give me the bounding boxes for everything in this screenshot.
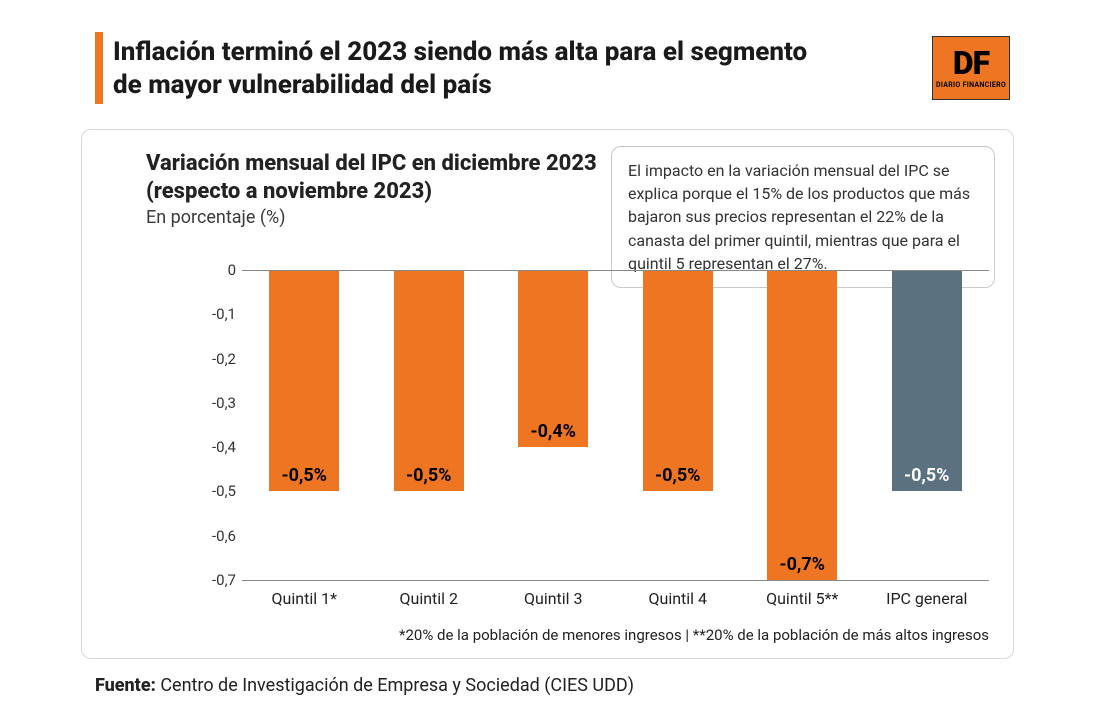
bar	[643, 270, 713, 491]
bar-value-label: -0,5%	[282, 465, 327, 486]
bar-slot: -0,7%Quintil 5**	[740, 270, 865, 580]
df-logo: DF DIARIO FINANCIERO	[932, 36, 1010, 100]
plot-area: -0,5%Quintil 1*-0,5%Quintil 2-0,4%Quinti…	[172, 270, 989, 580]
page-root: Inflación terminó el 2023 siendo más alt…	[0, 0, 1095, 720]
y-tick-label: -0,5	[192, 482, 236, 500]
title-wrap: Inflación terminó el 2023 siendo más alt…	[95, 36, 833, 101]
source-text: Centro de Investigación de Empresa y Soc…	[160, 675, 634, 696]
bar-value-label: -0,5%	[904, 465, 949, 486]
chart-info-box: El impacto en la variación mensual del I…	[611, 146, 995, 288]
bar-category-label: Quintil 5**	[766, 589, 838, 608]
y-tick-label: -0,6	[192, 527, 236, 545]
bar	[269, 270, 339, 491]
bar-value-label: -0,5%	[406, 465, 451, 486]
bar-category-label: Quintil 1*	[272, 589, 337, 608]
bar-category-label: Quintil 4	[648, 589, 707, 608]
source-row: Fuente: Centro de Investigación de Empre…	[95, 675, 1050, 696]
bar	[892, 270, 962, 491]
chart-title: Variación mensual del IPC en diciembre 2…	[146, 150, 626, 205]
df-logo-sub: DIARIO FINANCIERO	[936, 81, 1006, 89]
source-label: Fuente:	[95, 675, 156, 696]
bar-value-label: -0,7%	[780, 554, 825, 575]
bar	[394, 270, 464, 491]
y-tick-label: -0,4	[192, 438, 236, 456]
y-tick-label: 0	[192, 261, 236, 279]
y-tick-label: -0,1	[192, 305, 236, 323]
bar-slot: -0,5%Quintil 4	[616, 270, 741, 580]
bar-slot: -0,5%Quintil 1*	[242, 270, 367, 580]
axis-line-top	[242, 270, 989, 271]
bar-category-label: Quintil 3	[524, 589, 583, 608]
bar-slot: -0,5%IPC general	[865, 270, 990, 580]
y-tick-label: -0,2	[192, 350, 236, 368]
bar-value-label: -0,5%	[655, 465, 700, 486]
bar-value-label: -0,4%	[531, 421, 576, 442]
header-row: Inflación terminó el 2023 siendo más alt…	[95, 36, 1010, 101]
bar	[767, 270, 837, 580]
bars-row: -0,5%Quintil 1*-0,5%Quintil 2-0,4%Quinti…	[242, 270, 989, 580]
bar-slot: -0,4%Quintil 3	[491, 270, 616, 580]
bar-category-label: Quintil 2	[399, 589, 458, 608]
page-title: Inflación terminó el 2023 siendo más alt…	[113, 36, 833, 101]
bar-category-label: IPC general	[886, 589, 967, 608]
y-tick-label: -0,7	[192, 571, 236, 589]
df-logo-big: DF	[953, 47, 989, 79]
bar-slot: -0,5%Quintil 2	[367, 270, 492, 580]
chart-footnote: *20% de la población de menores ingresos…	[399, 626, 989, 644]
title-accent-bar	[95, 32, 103, 104]
chart-card: Variación mensual del IPC en diciembre 2…	[81, 129, 1014, 659]
y-tick-label: -0,3	[192, 394, 236, 412]
axis-line-bottom	[242, 580, 989, 581]
